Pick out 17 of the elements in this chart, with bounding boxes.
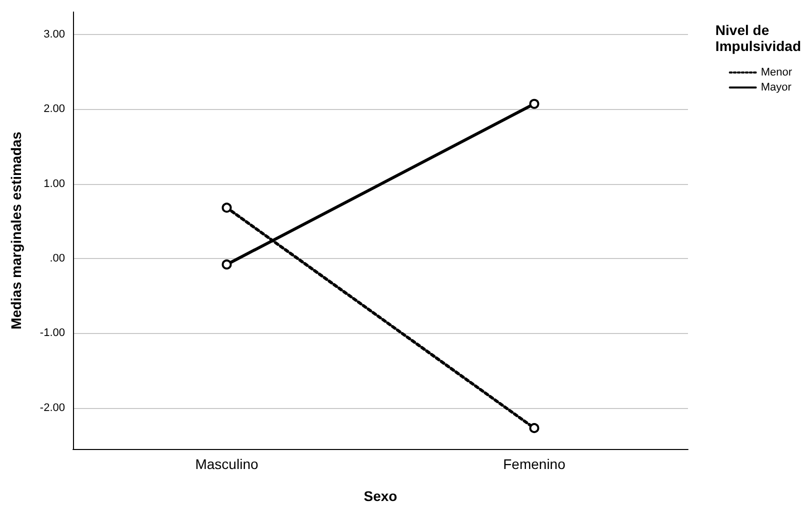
y-tick-label: -1.00 — [40, 327, 65, 340]
y-axis-title: Medias marginales estimadas — [8, 131, 24, 330]
x-axis-title: Sexo — [364, 488, 398, 504]
point — [222, 202, 232, 213]
y-tick-label: 3.00 — [44, 28, 65, 40]
point — [222, 259, 232, 270]
y-tick-label: -2.00 — [40, 402, 65, 414]
point — [529, 98, 540, 109]
y-tick-label: 1.00 — [44, 178, 65, 190]
legend-label: Menor — [760, 66, 792, 78]
legend-title: Nivel de Impulsividad — [715, 22, 802, 54]
x-tick-label: Masculino — [195, 456, 258, 472]
point — [529, 423, 540, 434]
y-tick-label: .00 — [50, 252, 65, 265]
legend-label: Mayor — [760, 82, 792, 94]
y-tick-label: 2.00 — [44, 103, 65, 116]
x-tick-label: Femenino — [503, 456, 566, 472]
